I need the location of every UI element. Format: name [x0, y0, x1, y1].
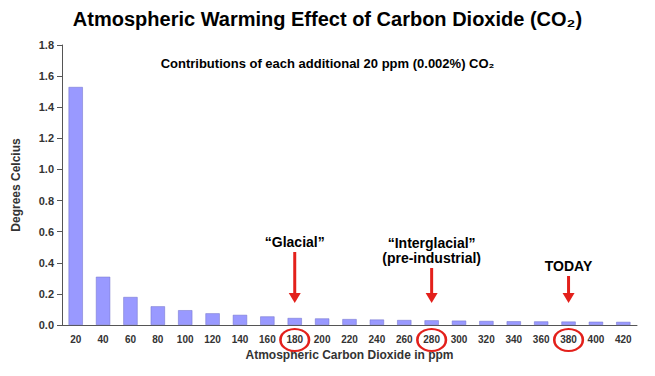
svg-text:40: 40 — [98, 334, 110, 345]
svg-text:Degrees Celcius: Degrees Celcius — [9, 138, 23, 232]
svg-text:240: 240 — [369, 334, 386, 345]
svg-text:1.0: 1.0 — [39, 163, 54, 175]
svg-text:1.4: 1.4 — [39, 101, 55, 113]
svg-text:180: 180 — [286, 334, 303, 345]
svg-text:0.2: 0.2 — [39, 288, 54, 300]
svg-text:0.6: 0.6 — [39, 226, 54, 238]
svg-text:0.4: 0.4 — [39, 257, 55, 269]
svg-text:100: 100 — [177, 334, 194, 345]
svg-text:160: 160 — [259, 334, 276, 345]
svg-text:“Interglacial”: “Interglacial” — [388, 235, 476, 251]
svg-text:TODAY: TODAY — [545, 258, 593, 274]
svg-text:120: 120 — [204, 334, 221, 345]
svg-text:300: 300 — [451, 334, 468, 345]
svg-text:360: 360 — [533, 334, 550, 345]
svg-text:140: 140 — [232, 334, 249, 345]
svg-text:Contributions of each addition: Contributions of each additional 20 ppm … — [161, 56, 495, 71]
svg-text:Atmospheric Warming Effect of: Atmospheric Warming Effect of Carbon Dio… — [73, 8, 582, 30]
svg-text:“Glacial”: “Glacial” — [265, 234, 325, 250]
svg-text:320: 320 — [478, 334, 495, 345]
svg-text:220: 220 — [341, 334, 358, 345]
svg-text:80: 80 — [152, 334, 164, 345]
svg-text:Atmospheric Carbon Dioxide in: Atmospheric Carbon Dioxide in ppm — [245, 348, 453, 362]
svg-text:0.8: 0.8 — [39, 195, 54, 207]
svg-text:1.8: 1.8 — [39, 39, 54, 51]
svg-text:400: 400 — [588, 334, 605, 345]
svg-text:280: 280 — [423, 334, 440, 345]
svg-text:0.0: 0.0 — [39, 319, 54, 331]
svg-text:380: 380 — [560, 334, 577, 345]
svg-text:1.2: 1.2 — [39, 132, 54, 144]
svg-text:340: 340 — [505, 334, 522, 345]
svg-text:420: 420 — [615, 334, 632, 345]
svg-text:20: 20 — [70, 334, 82, 345]
svg-text:(pre-industrial): (pre-industrial) — [382, 250, 481, 266]
svg-text:260: 260 — [396, 334, 413, 345]
svg-text:1.6: 1.6 — [39, 70, 54, 82]
svg-text:60: 60 — [125, 334, 137, 345]
svg-text:200: 200 — [314, 334, 331, 345]
